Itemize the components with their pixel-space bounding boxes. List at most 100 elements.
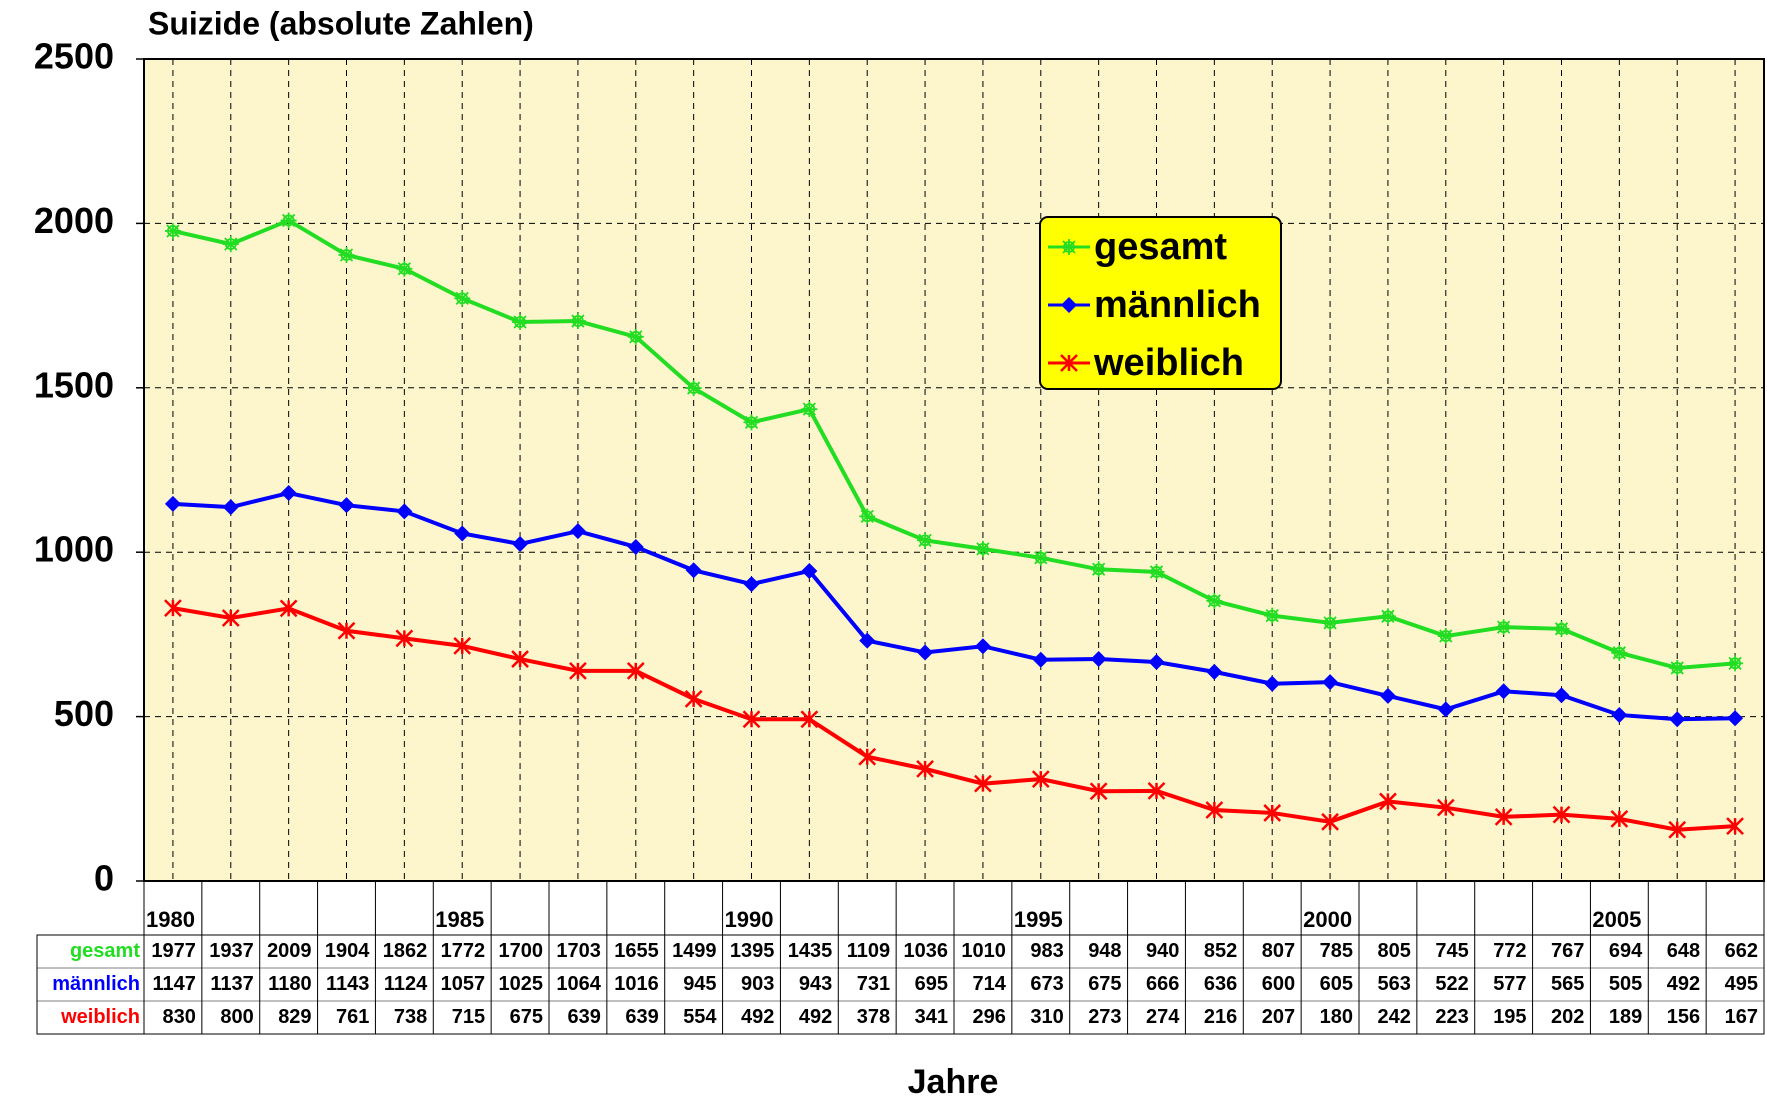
table-cell: 565 — [1551, 973, 1584, 995]
series-line — [172, 490, 1736, 722]
data-point — [280, 212, 297, 229]
data-point — [512, 535, 529, 552]
data-point — [1090, 561, 1107, 578]
table-cell: 945 — [683, 973, 716, 995]
y-tick-label: 0 — [94, 858, 114, 899]
data-point — [338, 246, 355, 263]
chart-title: Suizide (absolute Zahlen) — [148, 5, 534, 41]
data-point — [454, 290, 471, 307]
table-cell: 505 — [1609, 973, 1642, 995]
table-cell: 563 — [1377, 973, 1410, 995]
data-point — [453, 637, 472, 655]
data-point — [511, 650, 529, 668]
table-cell: 1700 — [499, 940, 544, 962]
table-cell: 1147 — [152, 973, 195, 995]
table-cell: 948 — [1088, 940, 1121, 962]
data-point — [974, 540, 991, 557]
data-point — [1669, 711, 1686, 728]
data-point — [1148, 654, 1165, 671]
table-cell: 1010 — [961, 940, 1006, 962]
y-tick-label: 2500 — [34, 36, 114, 77]
table-cell: 522 — [1435, 973, 1468, 995]
table-cell: 675 — [1088, 973, 1121, 995]
data-point — [1061, 239, 1077, 255]
table-cell: 605 — [1320, 973, 1353, 995]
legend-label: männlich — [1094, 284, 1261, 326]
data-point — [1726, 817, 1744, 835]
table-cell: 180 — [1320, 1006, 1353, 1028]
table-cell: 195 — [1493, 1006, 1526, 1028]
table-cell: 1064 — [556, 973, 601, 995]
table-cell: 1016 — [614, 973, 659, 995]
table-cell: 807 — [1262, 940, 1295, 962]
data-point — [742, 710, 761, 729]
table-cell: 800 — [220, 1006, 253, 1028]
data-point — [627, 538, 644, 555]
y-tick-label: 500 — [54, 693, 114, 734]
data-point — [1495, 683, 1512, 700]
data-point — [685, 562, 702, 579]
table-cell: 2009 — [267, 940, 312, 962]
table-cell: 492 — [799, 1006, 832, 1028]
x-axis-label: Jahre — [908, 1063, 999, 1101]
x-tick-label: 1990 — [725, 907, 774, 932]
data-point — [1206, 663, 1223, 680]
data-point — [1032, 549, 1049, 566]
y-tick-label: 2000 — [34, 200, 114, 241]
data-point — [1205, 801, 1224, 819]
data-point — [1668, 820, 1687, 839]
table-cell: 675 — [510, 1006, 543, 1028]
table-cell: 167 — [1725, 1006, 1758, 1028]
data-point — [801, 401, 818, 418]
table-cell: 745 — [1435, 940, 1468, 962]
series-line — [172, 606, 1736, 832]
data-point — [917, 644, 934, 661]
data-point — [627, 328, 644, 345]
data-point — [1610, 809, 1629, 828]
table-cell: 296 — [972, 1006, 1005, 1028]
table-cell: 903 — [741, 973, 774, 995]
legend-label: gesamt — [1094, 226, 1227, 268]
data-point — [338, 497, 355, 514]
table-cell: 785 — [1320, 940, 1353, 962]
legend-label: weiblich — [1093, 342, 1244, 384]
table-cell: 940 — [1146, 940, 1179, 962]
data-point — [1611, 644, 1628, 661]
table-cell: 1703 — [556, 940, 601, 962]
table-cell: 805 — [1377, 940, 1410, 962]
data-point — [1322, 614, 1339, 631]
data-point — [1264, 607, 1281, 624]
x-tick-label: 1985 — [435, 907, 484, 932]
data-point — [858, 747, 877, 766]
table-cell: 216 — [1204, 1006, 1237, 1028]
table-cell: 156 — [1667, 1006, 1700, 1028]
legend — [1039, 216, 1282, 390]
data-point — [859, 632, 876, 649]
table-cell: 1137 — [210, 973, 253, 995]
table-cell: 600 — [1262, 973, 1295, 995]
series — [164, 212, 1744, 676]
table-border — [36, 934, 1765, 1035]
data-point — [1264, 675, 1281, 692]
data-point — [1495, 619, 1512, 636]
series-line — [172, 218, 1736, 670]
table-cell: 310 — [1030, 1006, 1063, 1028]
table-cell: 662 — [1725, 940, 1758, 962]
table-cell: 1904 — [325, 940, 370, 962]
data-point — [222, 499, 239, 516]
table-cell: 274 — [1146, 1006, 1180, 1028]
data-point — [279, 599, 298, 618]
data-point — [1031, 770, 1050, 788]
data-point — [684, 689, 703, 708]
x-tick-label: 1995 — [1014, 907, 1063, 932]
table-cell: 761 — [336, 1006, 369, 1028]
table-cell: 492 — [1667, 973, 1700, 995]
table-cell: 943 — [799, 973, 832, 995]
table-cell: 767 — [1551, 940, 1584, 962]
data-point — [801, 562, 818, 579]
table-cell: 636 — [1204, 973, 1237, 995]
data-point — [1553, 620, 1570, 637]
table-cell: 648 — [1667, 940, 1700, 962]
data-point — [396, 260, 413, 277]
